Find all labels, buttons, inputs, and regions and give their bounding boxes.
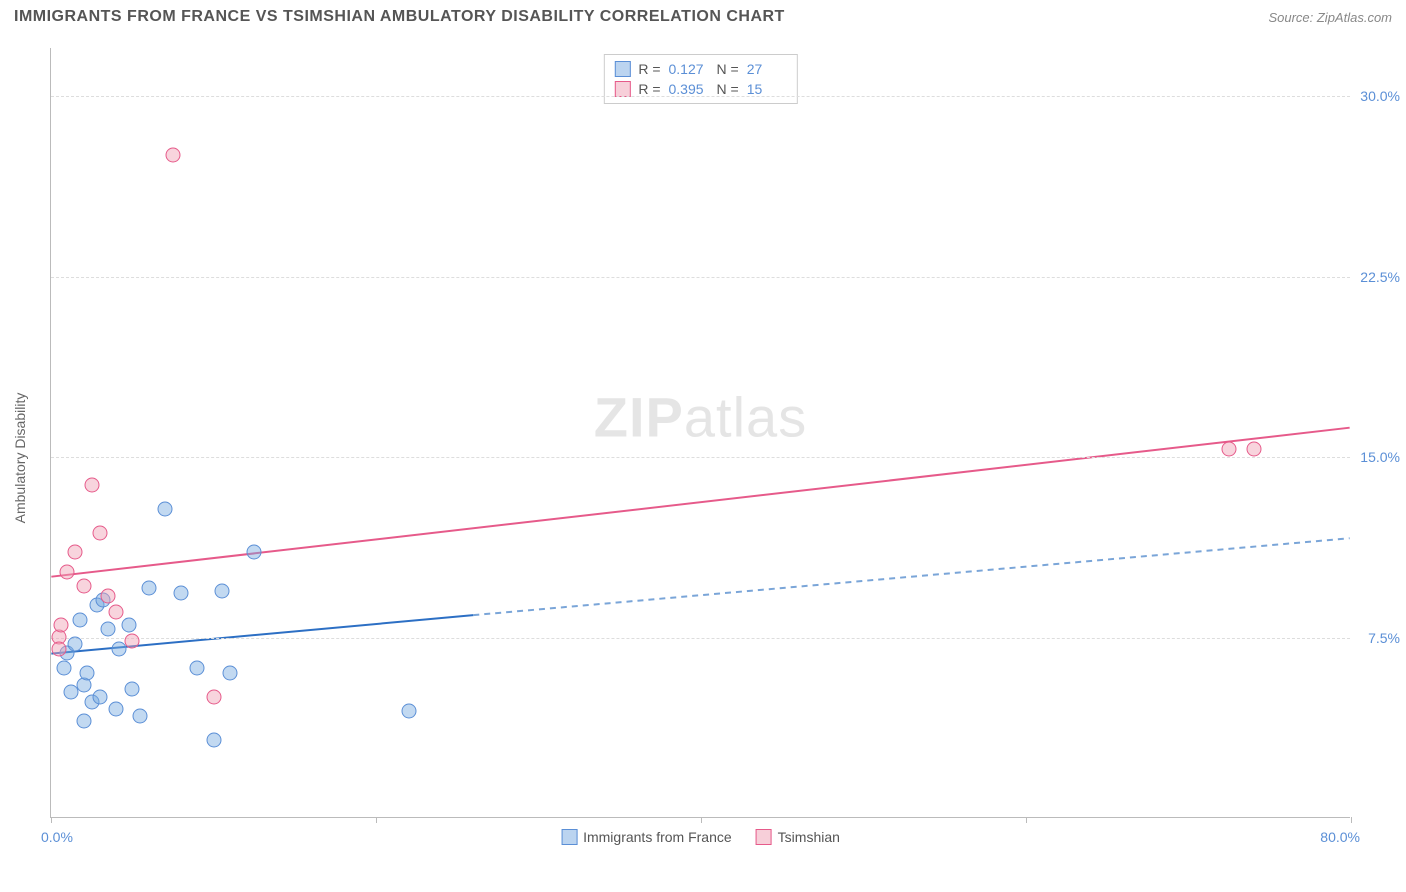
correlation-chart: Ambulatory Disability ZIPatlas R = 0.127… <box>50 48 1390 868</box>
x-tick <box>51 817 52 823</box>
trend-lines <box>51 48 1350 817</box>
legend-swatch <box>614 61 630 77</box>
y-axis-label: Ambulatory Disability <box>12 393 28 524</box>
pink-point <box>53 617 68 632</box>
x-tick <box>1026 817 1027 823</box>
grid-line <box>51 96 1350 97</box>
blue-point <box>68 636 83 651</box>
blue-point <box>122 617 137 632</box>
legend-swatch <box>561 829 577 845</box>
legend-label: Immigrants from France <box>583 829 732 845</box>
blue-point <box>133 708 148 723</box>
pink-point <box>84 477 99 492</box>
legend-label: Tsimshian <box>778 829 840 845</box>
x-axis-min-label: 0.0% <box>41 829 73 845</box>
blue-point <box>109 701 124 716</box>
blue-point <box>76 713 91 728</box>
blue-point <box>73 612 88 627</box>
blue-point <box>190 660 205 675</box>
legend-swatch <box>614 81 630 97</box>
pink-point <box>68 545 83 560</box>
pink-point <box>1222 441 1237 456</box>
blue-point <box>222 665 237 680</box>
blue-point <box>57 660 72 675</box>
pink-point <box>52 641 67 656</box>
pink-point <box>125 634 140 649</box>
x-tick <box>701 817 702 823</box>
blue-point <box>100 622 115 637</box>
blue-point <box>63 684 78 699</box>
y-tick-label: 22.5% <box>1355 269 1400 285</box>
blue-point <box>79 665 94 680</box>
legend-bottom: Immigrants from France Tsimshian <box>561 829 840 845</box>
n-value: 15 <box>747 81 787 97</box>
blue-point <box>157 502 172 517</box>
blue-point <box>214 583 229 598</box>
n-label: N = <box>717 61 739 77</box>
y-tick-label: 15.0% <box>1355 449 1400 465</box>
pink-point <box>109 605 124 620</box>
x-axis-max-label: 80.0% <box>1320 829 1360 845</box>
r-value: 0.127 <box>669 61 709 77</box>
pink-point <box>1246 441 1261 456</box>
plot-area: ZIPatlas R = 0.127 N = 27 R = 0.395 N = … <box>50 48 1350 818</box>
y-tick-label: 7.5% <box>1355 630 1400 646</box>
legend-top-row: R = 0.127 N = 27 <box>614 59 786 79</box>
grid-line <box>51 277 1350 278</box>
r-value: 0.395 <box>669 81 709 97</box>
blue-point <box>247 545 262 560</box>
y-tick-label: 30.0% <box>1355 88 1400 104</box>
blue-point <box>401 704 416 719</box>
page-title: IMMIGRANTS FROM FRANCE VS TSIMSHIAN AMBU… <box>14 8 785 26</box>
n-value: 27 <box>747 61 787 77</box>
grid-line <box>51 638 1350 639</box>
source-label: Source: ZipAtlas.com <box>1268 10 1392 25</box>
n-label: N = <box>717 81 739 97</box>
legend-swatch <box>756 829 772 845</box>
x-tick <box>1351 817 1352 823</box>
pink-point <box>100 588 115 603</box>
pink-point <box>92 526 107 541</box>
blue-point <box>141 581 156 596</box>
grid-line <box>51 457 1350 458</box>
pink-point <box>76 579 91 594</box>
pink-point <box>165 148 180 163</box>
blue-point <box>174 586 189 601</box>
blue-point <box>206 733 221 748</box>
watermark: ZIPatlas <box>594 385 807 450</box>
r-label: R = <box>638 81 660 97</box>
legend-bottom-item: Tsimshian <box>756 829 840 845</box>
legend-bottom-item: Immigrants from France <box>561 829 732 845</box>
blue-point <box>92 689 107 704</box>
pink-point <box>60 564 75 579</box>
pink-point <box>206 689 221 704</box>
blue-point <box>125 682 140 697</box>
x-tick <box>376 817 377 823</box>
r-label: R = <box>638 61 660 77</box>
